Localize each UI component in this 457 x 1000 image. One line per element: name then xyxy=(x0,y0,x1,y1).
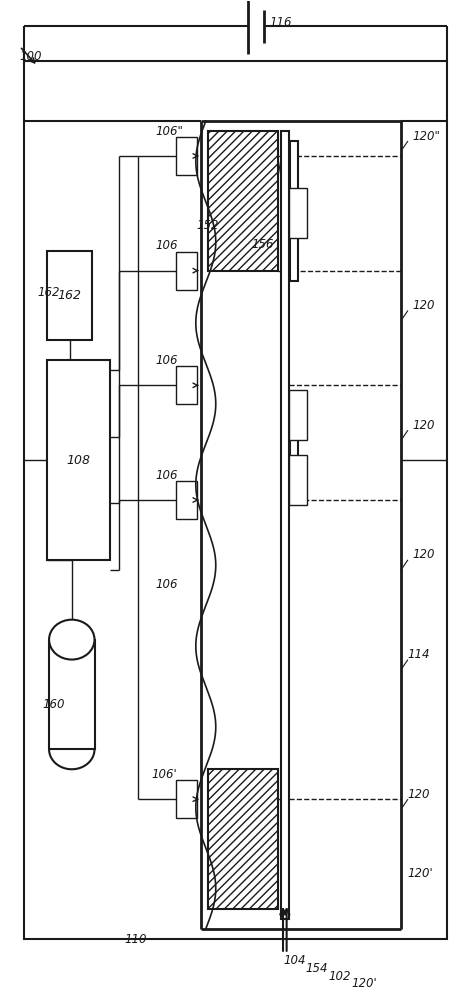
Text: 106: 106 xyxy=(156,578,178,591)
Bar xyxy=(208,131,278,271)
Bar xyxy=(290,430,298,500)
Text: 120: 120 xyxy=(413,299,435,312)
Text: 162: 162 xyxy=(38,286,60,299)
Text: 120: 120 xyxy=(408,788,430,801)
Bar xyxy=(289,188,307,238)
Bar xyxy=(208,769,278,909)
Text: 102: 102 xyxy=(329,970,351,983)
Bar xyxy=(176,252,197,290)
Bar xyxy=(289,390,307,440)
Text: 100: 100 xyxy=(20,50,42,63)
Text: 120": 120" xyxy=(413,130,441,143)
Text: 120': 120' xyxy=(408,867,434,880)
Text: 106: 106 xyxy=(156,239,178,252)
Bar xyxy=(176,137,197,175)
Bar xyxy=(176,780,197,818)
Bar xyxy=(176,366,197,404)
Text: 108: 108 xyxy=(67,454,90,467)
Text: 106: 106 xyxy=(156,469,178,482)
Bar xyxy=(290,141,298,281)
Text: 104: 104 xyxy=(283,954,306,967)
Text: 160: 160 xyxy=(42,698,65,711)
Text: 156: 156 xyxy=(251,238,274,251)
Text: 106': 106' xyxy=(151,768,177,781)
Text: 162: 162 xyxy=(58,289,81,302)
Bar xyxy=(176,481,197,519)
Text: 120: 120 xyxy=(413,419,435,432)
Text: 106: 106 xyxy=(156,354,178,367)
Text: 110: 110 xyxy=(124,933,147,946)
Text: 154: 154 xyxy=(306,962,328,975)
Text: 120': 120' xyxy=(351,977,377,990)
Bar xyxy=(289,455,307,505)
Bar xyxy=(47,251,92,340)
Text: 114: 114 xyxy=(408,648,430,661)
Text: 120: 120 xyxy=(413,548,435,561)
Bar xyxy=(47,360,111,560)
Bar xyxy=(281,131,289,919)
Ellipse shape xyxy=(49,620,95,660)
Text: 152: 152 xyxy=(197,219,219,232)
Text: 116: 116 xyxy=(269,16,292,29)
Bar xyxy=(49,640,95,749)
Text: 106": 106" xyxy=(156,125,184,138)
Bar xyxy=(24,61,446,939)
